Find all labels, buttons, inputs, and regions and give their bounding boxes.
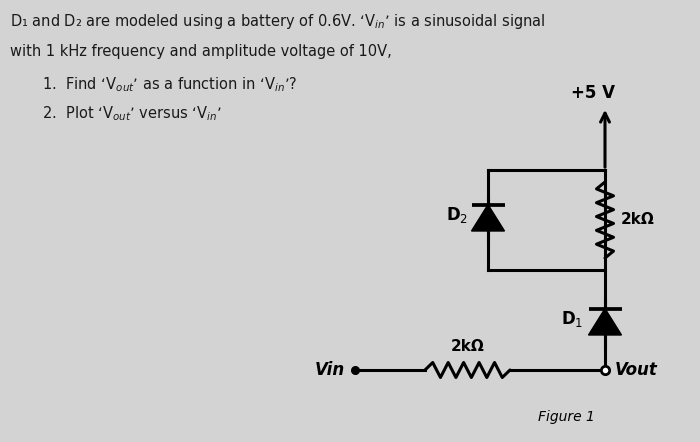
Text: Vout: Vout <box>615 361 658 379</box>
Text: 2kΩ: 2kΩ <box>621 213 654 228</box>
Text: with 1 kHz frequency and amplitude voltage of 10V,: with 1 kHz frequency and amplitude volta… <box>10 44 392 59</box>
Text: Figure 1: Figure 1 <box>538 410 595 424</box>
Text: +5 V: +5 V <box>571 84 615 102</box>
Text: 1.  Find ‘V$_{out}$’ as a function in ‘V$_{in}$’?: 1. Find ‘V$_{out}$’ as a function in ‘V$… <box>42 75 298 94</box>
Polygon shape <box>472 205 505 231</box>
Text: D₁ and D₂ are modeled using a battery of 0.6V. ‘V$_{in}$’ is a sinusoidal signal: D₁ and D₂ are modeled using a battery of… <box>10 12 545 31</box>
Text: D$_2$: D$_2$ <box>446 205 468 225</box>
Text: Vin: Vin <box>315 361 345 379</box>
Polygon shape <box>589 309 622 335</box>
Text: 2.  Plot ‘V$_{out}$’ versus ‘V$_{in}$’: 2. Plot ‘V$_{out}$’ versus ‘V$_{in}$’ <box>42 104 222 123</box>
Text: 2kΩ: 2kΩ <box>451 339 484 354</box>
Text: D$_1$: D$_1$ <box>561 309 583 329</box>
